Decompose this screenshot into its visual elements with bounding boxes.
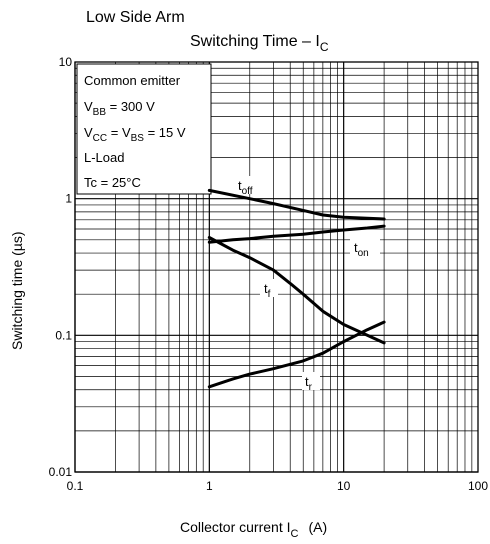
curve-ton <box>207 224 386 244</box>
svg-text:toff: toff <box>238 178 253 197</box>
condition-vcc-vbs: VCC = VBS = 15 V <box>84 125 186 144</box>
x-axis-label: Collector current IC (A) <box>180 519 327 540</box>
label-toff: toff <box>234 176 264 197</box>
y-tick-label: 10 <box>59 55 73 69</box>
chart-supertitle: Low Side Arm <box>86 9 185 26</box>
x-tick-label: 0.1 <box>67 479 84 493</box>
condition-temperature: Tc = 25°C <box>84 175 141 190</box>
svg-text:tf: tf <box>264 281 271 300</box>
plot-frame <box>74 61 479 473</box>
curve-tf <box>207 236 386 345</box>
x-tick-label: 10 <box>337 479 351 493</box>
curve-tr <box>207 320 386 389</box>
curve-labels: toff ton tf tr <box>234 176 380 393</box>
x-tick-label: 100 <box>468 479 488 493</box>
x-tick-labels: 0.1 1 10 100 <box>67 479 489 493</box>
curve-toff <box>207 188 386 221</box>
svg-text:ton: ton <box>354 240 369 259</box>
label-ton: ton <box>350 239 380 259</box>
chart-title: Switching Time – IC <box>190 33 329 54</box>
conditions-box: Common emitter VBB = 300 V VCC = VBS = 1… <box>76 63 212 195</box>
y-tick-label: 0.01 <box>49 465 73 479</box>
label-tf: tf <box>260 279 278 300</box>
svg-text:tr: tr <box>305 374 313 393</box>
y-axis-label: Switching time (µs) <box>9 231 25 350</box>
y-tick-label: 1 <box>65 192 72 206</box>
condition-vbb: VBB = 300 V <box>84 99 155 118</box>
condition-load: L-Load <box>84 150 124 165</box>
curves <box>207 188 386 389</box>
y-tick-label: 0.1 <box>55 328 72 342</box>
x-tick-label: 1 <box>206 479 213 493</box>
label-tr: tr <box>302 372 320 393</box>
y-tick-labels: 0.01 0.1 1 10 <box>49 55 73 479</box>
condition-common-emitter: Common emitter <box>84 73 181 88</box>
